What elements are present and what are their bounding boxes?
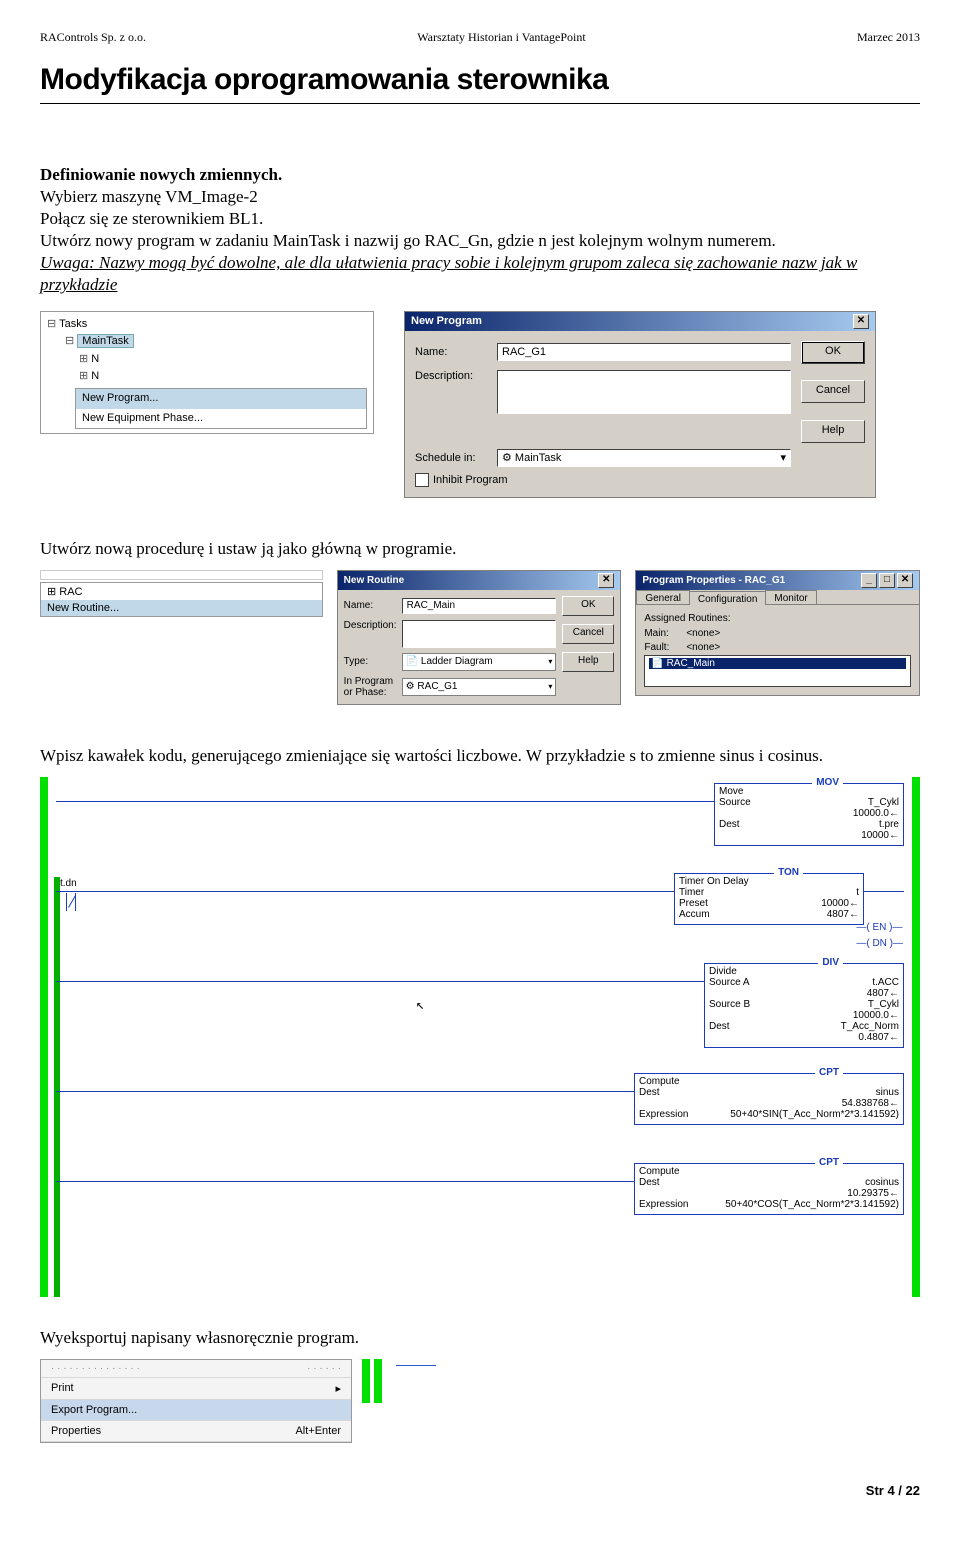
nr-inprog-label: In Program or Phase: (344, 676, 396, 698)
section-2: Utwórz nową procedurę i ustaw ją jako gł… (40, 538, 920, 560)
page-header: RAControls Sp. z o.o. Warsztaty Historia… (40, 30, 920, 45)
pp-main-select[interactable]: <none> (686, 628, 911, 639)
tree-tasks[interactable]: Tasks (47, 316, 367, 334)
tab-general[interactable]: General (636, 590, 690, 604)
pp-title: Program Properties - RAC_G1 (642, 575, 785, 586)
pp-fault-label: Fault: (644, 642, 680, 653)
section1-line2: Połącz się ze sterownikiem BL1. (40, 208, 920, 230)
cursor-icon: ↖ (416, 997, 424, 1014)
close-icon[interactable]: ✕ (853, 314, 869, 329)
ctx-new-program[interactable]: New Program... (76, 389, 366, 409)
cpt-cosinus-instruction: CPT Compute Destcosinus 10.29375← Expres… (634, 1163, 904, 1215)
new-routine-dialog: New Routine ✕ Name: OK Description: Canc… (337, 570, 622, 705)
ctx-new-routine[interactable]: New Routine... (41, 600, 322, 616)
inhibit-label: Inhibit Program (433, 474, 508, 486)
chevron-down-icon[interactable]: ▾ (780, 451, 786, 464)
nr-name-label: Name: (344, 600, 396, 611)
header-right: Marzec 2013 (857, 30, 920, 45)
desc-input[interactable] (497, 370, 791, 414)
help-button[interactable]: Help (801, 420, 865, 443)
pp-list-item[interactable]: 📄 RAC_Main (649, 658, 906, 669)
name-input[interactable] (497, 343, 791, 361)
ok-button[interactable]: OK (801, 341, 865, 364)
nr-help-button[interactable]: Help (562, 652, 614, 672)
header-center: Warsztaty Historian i VantagePoint (417, 30, 585, 45)
routine-rac[interactable]: ⊞ RAC (41, 583, 322, 600)
minimize-icon[interactable]: _ (861, 573, 877, 588)
routine-tree: ⊞ RAC New Routine... (40, 570, 323, 617)
cancel-button[interactable]: Cancel (801, 380, 865, 403)
ctx-new-equip[interactable]: New Equipment Phase... (76, 409, 366, 429)
dialog-title: New Program (411, 315, 482, 327)
wire-preview (396, 1365, 436, 1366)
section1-heading: Definiowanie nowych zmiennych. (40, 164, 920, 186)
menu-print[interactable]: Print▸ (41, 1378, 351, 1400)
new-program-dialog: New Program ✕ Name: OK Description: Canc… (404, 311, 876, 498)
section-3: Wpisz kawałek kodu, generującego zmienia… (40, 745, 920, 767)
tree-sub1[interactable]: N (47, 351, 367, 369)
right-rail (912, 777, 920, 1297)
section1-line1: Wybierz maszynę VM_Image-2 (40, 186, 920, 208)
pp-main-label: Main: (644, 628, 680, 639)
ton-instruction: TON Timer On Delay Timert Preset10000← A… (674, 873, 864, 925)
export-context-menu: · · · · · · · · · · · · · · ·· · · · · ·… (40, 1359, 352, 1443)
nr-desc-label: Description: (344, 620, 396, 631)
section1-line3: Utwórz nowy program w zadaniu MainTask i… (40, 230, 920, 252)
header-left: RAControls Sp. z o.o. (40, 30, 146, 45)
nr-ok-button[interactable]: OK (562, 596, 614, 616)
maximize-icon[interactable]: □ (879, 573, 895, 588)
close-icon[interactable]: ✕ (598, 573, 614, 588)
pp-assigned-label: Assigned Routines: (644, 613, 911, 624)
tab-configuration[interactable]: Configuration (689, 591, 766, 605)
nr-name-input[interactable] (402, 598, 557, 614)
section1-note: Uwaga: Nazwy mogą być dowolne, ale dla u… (40, 252, 920, 296)
tab-monitor[interactable]: Monitor (765, 590, 816, 604)
sched-value: ⚙ MainTask (502, 451, 561, 464)
rail-preview (362, 1359, 386, 1408)
inhibit-checkbox[interactable] (415, 473, 429, 487)
left-rail (40, 777, 48, 1297)
menu-properties[interactable]: PropertiesAlt+Enter (41, 1421, 351, 1442)
menu-export-program[interactable]: Export Program... (41, 1400, 351, 1421)
tree-sub2[interactable]: N (47, 368, 367, 386)
div-instruction: DIV Divide Source At.ACC 4807← Source BT… (704, 963, 904, 1048)
program-properties-dialog: Program Properties - RAC_G1 _ □ ✕ Genera… (635, 570, 920, 696)
pp-fault-select[interactable]: <none> (686, 642, 911, 653)
page-footer: Str 4 / 22 (40, 1483, 920, 1498)
page-title: Modyfikacja oprogramowania sterownika (40, 63, 920, 97)
pp-routine-list[interactable]: 📄 RAC_Main (644, 655, 911, 687)
sched-label: Schedule in: (415, 452, 487, 464)
ladder-diagram: MOV Move SourceT_Cykl 10000.0← Destt.pre… (40, 777, 920, 1297)
title-rule (40, 103, 920, 104)
tree-maintask[interactable]: MainTask (47, 333, 367, 351)
section-1: Definiowanie nowych zmiennych. Wybierz m… (40, 164, 920, 297)
section-4: Wyeksportuj napisany własnoręcznie progr… (40, 1327, 920, 1349)
xio-contact: t.dn (66, 882, 83, 914)
nr-inprog-select[interactable]: ⚙ RAC_G1 (402, 678, 557, 696)
cpt-sinus-instruction: CPT Compute Destsinus 54.838768← Express… (634, 1073, 904, 1125)
nr-type-select[interactable]: 📄 Ladder Diagram (402, 653, 557, 671)
nr-cancel-button[interactable]: Cancel (562, 624, 614, 644)
nr-desc-input[interactable] (402, 620, 557, 648)
name-label: Name: (415, 346, 487, 358)
desc-label: Description: (415, 370, 487, 382)
nr-type-label: Type: (344, 656, 396, 667)
export-top-left: · · · · · · · · · · · · · · · (51, 1363, 140, 1374)
tasks-tree: Tasks MainTask N N New Program... New Eq… (40, 311, 374, 435)
mov-instruction: MOV Move SourceT_Cykl 10000.0← Destt.pre… (714, 783, 904, 846)
close-icon[interactable]: ✕ (897, 573, 913, 588)
newroutine-title: New Routine (344, 575, 405, 586)
